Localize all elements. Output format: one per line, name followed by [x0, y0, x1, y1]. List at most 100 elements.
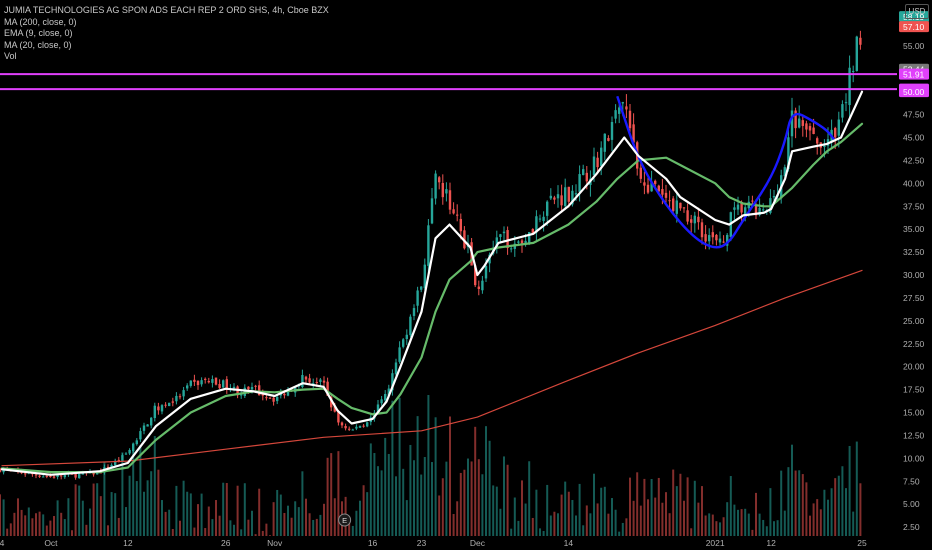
volume-bar — [287, 505, 289, 545]
indicator-vol[interactable]: Vol — [4, 51, 17, 61]
volume-bar — [434, 417, 437, 545]
candle-body — [337, 411, 340, 423]
time-axis[interactable]: 4 Oct 12 26 Nov 16 23 Dec 14 2021 12 25 — [0, 536, 932, 550]
volume-bar — [603, 486, 606, 545]
volume-bar — [596, 503, 599, 545]
volume-bar — [549, 515, 552, 545]
volume-bar — [499, 508, 502, 545]
candle-body — [150, 417, 153, 426]
candle-body — [553, 197, 556, 200]
y-tick-label: 15.00 — [903, 408, 925, 418]
volume-bar — [359, 500, 361, 545]
volume-bar — [441, 478, 444, 545]
candle-body — [506, 230, 509, 249]
volume-bar — [571, 499, 574, 545]
volume-bar — [517, 520, 520, 545]
candle-body — [49, 475, 52, 477]
candle-body — [733, 207, 736, 210]
candle-body — [632, 124, 635, 143]
volume-bar — [449, 416, 451, 545]
volume-bar — [755, 492, 757, 545]
indicator-ema9[interactable]: EMA (9, close, 0) — [4, 28, 73, 38]
volume-bar — [503, 456, 505, 545]
volume-bar — [647, 499, 649, 545]
candle-body — [783, 167, 786, 177]
volume-bar — [182, 480, 185, 545]
volume-bar — [121, 452, 124, 545]
candle-body — [574, 193, 578, 195]
volume-bar — [420, 474, 423, 545]
candle-body — [628, 110, 632, 129]
candle-body — [812, 127, 815, 135]
candle-body — [445, 189, 448, 194]
ma20-path — [0, 122, 864, 474]
candle-body — [358, 426, 362, 428]
volume-bar — [841, 466, 844, 545]
candle-body — [340, 422, 344, 426]
volume-bar — [855, 441, 858, 545]
y-tick-label: 17.50 — [903, 385, 925, 395]
candle-body — [618, 107, 621, 114]
candle-body — [106, 466, 110, 469]
candle-body — [218, 383, 221, 389]
events[interactable]: E — [338, 513, 352, 527]
candle-body — [740, 202, 743, 213]
candle-body — [542, 216, 545, 222]
volume-bar — [859, 483, 862, 545]
y-tick-label: 55.00 — [903, 41, 925, 51]
chart-title: JUMIA TECHNOLOGIES AG SPON ADS EACH REP … — [4, 5, 329, 15]
volume-bar — [78, 485, 81, 545]
volume-bar — [258, 488, 261, 545]
volume-bar — [305, 498, 307, 545]
volume-bar — [762, 519, 765, 545]
candle-body — [664, 192, 668, 198]
candle-body — [528, 232, 531, 243]
y-tick-label: 30.00 — [903, 270, 925, 280]
volume-bar — [297, 507, 300, 545]
volume-bar — [708, 513, 711, 545]
candle-body — [686, 210, 689, 222]
candle-body — [416, 290, 419, 306]
volume-bar — [427, 395, 430, 545]
x-tick-label: 16 — [368, 538, 378, 548]
candle-body — [315, 381, 318, 383]
candle-body — [124, 453, 128, 455]
candle-body — [189, 380, 192, 386]
candle-body — [153, 405, 156, 419]
indicator-ma20[interactable]: MA (20, close, 0) — [4, 39, 72, 50]
candle-body — [139, 431, 142, 440]
volume-bar — [585, 505, 588, 545]
candle-body — [798, 118, 801, 128]
candle-body — [312, 383, 315, 385]
volume-bar — [139, 445, 142, 545]
volume-bar — [272, 502, 275, 545]
resistance-lines[interactable] — [0, 73, 897, 91]
candle-body — [708, 235, 711, 242]
volume-bar — [319, 514, 322, 545]
volume-bar — [740, 509, 743, 545]
candle-body — [582, 169, 585, 176]
candle-body — [193, 379, 196, 382]
candle-body — [398, 347, 401, 362]
volume-bar — [117, 517, 120, 545]
indicator-ma200[interactable]: MA (200, close, 0) — [4, 16, 77, 27]
volume-bar — [801, 474, 804, 545]
candle-body — [754, 204, 758, 216]
volume-bar — [56, 500, 59, 545]
candle-body — [132, 443, 135, 452]
volume-bar — [675, 486, 678, 545]
ma200-path — [1, 269, 863, 467]
volume-bar — [38, 511, 41, 545]
volume-bar — [711, 514, 714, 545]
volume-bar — [175, 485, 178, 545]
candle-body — [772, 195, 776, 198]
candle-body — [441, 183, 444, 198]
currency-button[interactable]: USD — [905, 4, 929, 19]
volume-bar — [128, 475, 131, 545]
volume-bar — [636, 472, 639, 545]
volume-bar — [207, 506, 210, 545]
volume-bar — [701, 486, 703, 545]
volume-bar — [611, 498, 613, 545]
volume-bar — [812, 503, 815, 545]
